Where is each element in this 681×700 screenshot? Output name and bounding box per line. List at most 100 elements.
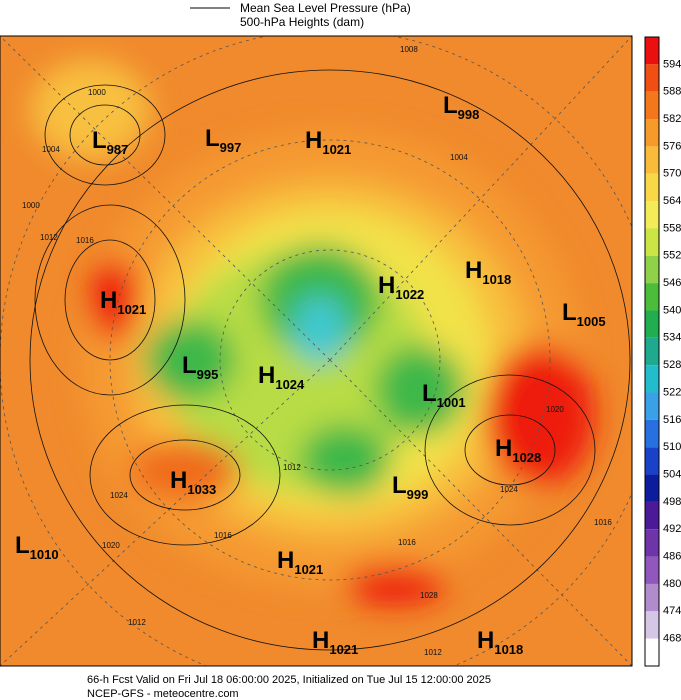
colorbar-cell [645, 638, 659, 666]
colorbar-cell [645, 474, 659, 502]
colorbar-label: 570 [663, 168, 681, 180]
pressure-center: L1005 [562, 299, 606, 329]
colorbar-label: 564 [663, 195, 681, 207]
isobar-label: 1012 [128, 618, 146, 627]
center-value: 995 [197, 367, 219, 382]
colorbar-label: 468 [663, 633, 681, 645]
colorbar-label: 522 [663, 386, 681, 398]
colorbar-cell [645, 255, 659, 284]
isobar-label: 1004 [450, 153, 468, 162]
pressure-center: H1024 [258, 362, 305, 392]
isobar-label: 1016 [76, 236, 94, 245]
center-value: 1021 [322, 142, 351, 157]
isobar-label: 1008 [400, 45, 418, 54]
isobar-label: 1000 [88, 88, 106, 97]
colorbar-cell [645, 201, 659, 229]
colorbar-cell [645, 419, 659, 448]
colorbar-cell [645, 146, 659, 174]
isobar-label: 1012 [283, 463, 301, 472]
pressure-center: L995 [182, 352, 218, 382]
colorbar-cell [645, 283, 659, 311]
center-value: 1021 [329, 642, 358, 657]
pressure-center: H1033 [170, 467, 216, 497]
isobar-label: 1028 [420, 591, 438, 600]
center-type: H [465, 257, 482, 284]
center-type: H [477, 627, 494, 654]
colorbar-cell [645, 556, 659, 584]
center-value: 1022 [395, 287, 424, 302]
pressure-center: H1021 [277, 547, 323, 577]
center-type: H [170, 467, 187, 494]
pressure-center: H1021 [305, 127, 351, 157]
center-type: H [378, 272, 395, 299]
center-type: L [562, 299, 577, 326]
colorbar-label: 576 [663, 140, 681, 152]
center-value: 998 [458, 107, 480, 122]
center-type: L [443, 92, 458, 119]
pressure-center: L1001 [422, 380, 466, 410]
footer-forecast: 66-h Fcst Valid on Fri Jul 18 06:00:00 2… [87, 674, 491, 686]
center-type: L [392, 472, 407, 499]
colorbar-label: 492 [663, 523, 681, 535]
pressure-center: L998 [443, 92, 479, 122]
center-value: 1033 [187, 482, 216, 497]
colorbar-cell [645, 228, 659, 256]
colorbar-cell [645, 337, 659, 366]
colorbar-frame [644, 36, 660, 667]
isobar-label: 1012 [424, 648, 442, 657]
colorbar-label: 516 [663, 414, 681, 426]
colorbar-label: 558 [663, 222, 681, 234]
pressure-center: H1022 [378, 272, 424, 302]
center-type: H [305, 127, 322, 154]
center-type: L [15, 532, 30, 559]
center-value: 1028 [512, 450, 541, 465]
colorbar-label: 528 [663, 359, 681, 371]
pressure-center: L997 [205, 125, 241, 155]
center-value: 1018 [494, 642, 523, 657]
pressure-center: L1010 [15, 532, 59, 562]
center-type: H [100, 287, 117, 314]
pressure-center: L987 [92, 127, 128, 157]
colorbar-label: 552 [663, 250, 681, 262]
colorbar-label: 486 [663, 551, 681, 563]
colorbar-cell [645, 310, 659, 338]
pressure-center: H1018 [465, 257, 511, 287]
colorbar-label: 582 [663, 113, 681, 125]
center-value: 1021 [117, 302, 146, 317]
center-value: 1024 [275, 377, 305, 392]
colorbar-label: 510 [663, 441, 681, 453]
pressure-center: H1021 [100, 287, 146, 317]
center-value: 1005 [577, 314, 606, 329]
pressure-center: H1028 [495, 435, 541, 465]
center-type: L [422, 380, 437, 407]
colorbar-cell [645, 583, 659, 612]
pressure-center: H1018 [477, 627, 523, 657]
isobar-label: 1012 [40, 233, 58, 242]
isobar-label: 1000 [22, 201, 40, 210]
colorbar-cell [645, 529, 659, 557]
center-type: H [258, 362, 275, 389]
colorbar-label: 594 [663, 58, 681, 70]
center-type: L [92, 127, 107, 154]
center-value: 1021 [294, 562, 323, 577]
legend-title: Mean Sea Level Pressure (hPa) [240, 1, 411, 15]
center-type: H [312, 627, 329, 654]
legend-subtitle: 500-hPa Heights (dam) [240, 15, 364, 29]
colorbar-cell [645, 392, 659, 420]
isobar-label: 1004 [42, 145, 60, 154]
map-frame [0, 35, 633, 667]
colorbar-label: 534 [663, 332, 681, 344]
center-value: 1010 [30, 547, 59, 562]
colorbar-label: 480 [663, 578, 681, 590]
colorbar-cell [645, 91, 659, 120]
colorbar-cell [645, 611, 659, 639]
isobar-label: 1024 [500, 485, 518, 494]
isobar-label: 1024 [110, 491, 128, 500]
center-type: H [277, 547, 294, 574]
pressure-center: H1021 [312, 627, 358, 657]
center-value: 1001 [437, 395, 466, 410]
center-value: 997 [220, 140, 242, 155]
colorbar-cell [645, 37, 659, 65]
colorbar-cell [645, 447, 659, 475]
